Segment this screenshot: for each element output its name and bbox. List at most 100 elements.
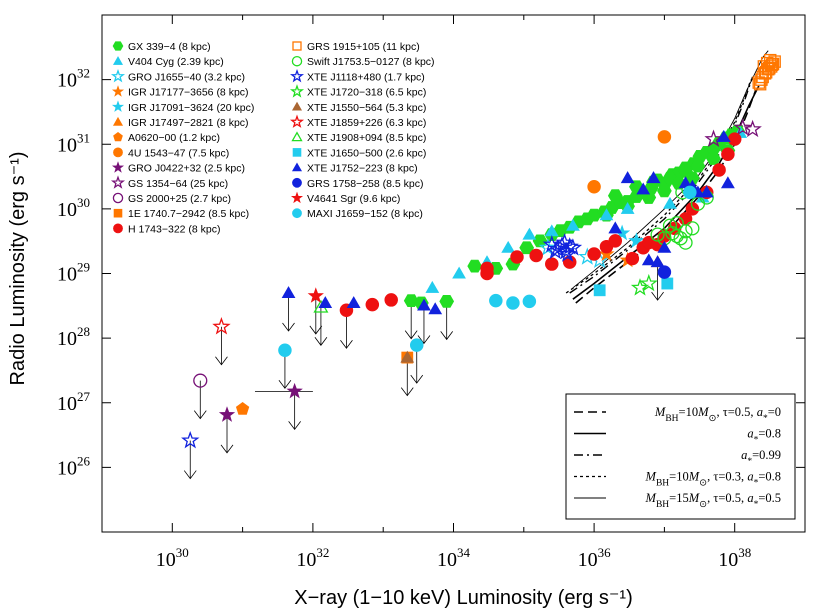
legend-marker [110, 68, 126, 83]
data-point [278, 343, 292, 357]
data-point [510, 250, 524, 264]
legend-marker [111, 85, 125, 97]
data-point [212, 317, 231, 335]
data-point [428, 302, 443, 315]
series-group [278, 185, 697, 357]
legend-label: H 1743−322 (8 kpc) [128, 223, 221, 235]
data-point [522, 227, 537, 240]
x-axis-title: X−ray (1−10 keV) Luminosity (erg s⁻¹) [294, 587, 632, 609]
legend-label: XTE J1908+094 (8.5 kpc) [307, 132, 426, 144]
y-tick-label: 1032 [57, 66, 90, 92]
series-group [400, 350, 415, 363]
data-point [608, 221, 623, 234]
series-group [181, 233, 583, 449]
axis-ticks: 1030 1032 1034 1036 1038 1026 1027 1028 1029 1030… [57, 14, 806, 571]
data-point [716, 130, 731, 142]
data-point [755, 73, 768, 86]
upper-limit-arrowhead [220, 444, 234, 454]
series-group [339, 132, 742, 317]
data-point [235, 402, 250, 415]
series-group [704, 118, 762, 147]
x-tick-label: 1030 [156, 545, 189, 571]
data-point [608, 234, 623, 248]
legend-marker [289, 114, 305, 128]
series-group [587, 130, 672, 194]
data-point [281, 286, 296, 299]
data-point [663, 196, 677, 209]
legend-marker [113, 223, 123, 234]
legend-marker [113, 208, 123, 218]
data-point [753, 77, 767, 91]
data-point [181, 430, 200, 449]
x-tick-label: 1036 [578, 545, 612, 571]
x-tick-label: 1032 [296, 545, 329, 571]
data-point [501, 240, 516, 253]
legend-marker [111, 161, 125, 173]
data-point [639, 273, 658, 292]
legend-marker [292, 148, 302, 157]
series-group [630, 273, 658, 296]
data-point [636, 182, 651, 195]
data-point [657, 184, 672, 198]
data-point [646, 171, 661, 184]
model-legend-label: a*=0.99 [741, 448, 781, 467]
data-point [685, 221, 700, 236]
data-point [417, 298, 431, 311]
legend-label: XTE J1650−500 (2.6 kpc) [307, 147, 426, 159]
data-point [365, 297, 380, 312]
data-point [763, 53, 777, 67]
legend-label: Swift J1753.5−0127 (8 kpc) [307, 56, 435, 68]
data-point [766, 57, 780, 71]
legend-marker [112, 41, 124, 51]
legend-marker [112, 192, 124, 204]
data-point [384, 293, 398, 307]
upper-limit-arrowhead [651, 291, 664, 301]
data-point [662, 218, 678, 233]
upper-limit-arrowhead [417, 335, 431, 345]
legend-marker [111, 100, 125, 112]
data-point [587, 180, 601, 194]
upper-limit-arrowhead [440, 331, 454, 341]
series-group [235, 402, 250, 415]
legend-marker [292, 208, 302, 219]
legend-label: IGR J17497−2821 (8 kpc) [128, 117, 249, 129]
data-point [410, 338, 424, 352]
data-point [657, 265, 672, 279]
data-point [193, 373, 208, 388]
data-point [566, 218, 580, 231]
legend-label: V4641 Sgr (9.6 kpc) [307, 193, 400, 205]
legend-label: XTE J1118+480 (1.7 kpc) [307, 71, 425, 83]
data-point [346, 296, 361, 309]
model-legend-label: MBH=10M⊙, τ=0.5, a*=0 [654, 405, 781, 424]
data-point [506, 296, 520, 310]
upper-limit-arrowhead [288, 421, 301, 431]
upper-limit-arrowhead [404, 330, 418, 340]
upper-limit-arrowhead [215, 356, 228, 366]
series-group [752, 53, 781, 91]
model-legend: MBH=10M⊙, τ=0.5, a*=0 a*=0.8 a*=0.99 MBH=10… [565, 393, 796, 520]
data-point [661, 277, 674, 290]
legend-label: GX 339−4 (8 kpc) [128, 41, 211, 53]
data-point [599, 208, 614, 221]
data-point [704, 129, 723, 147]
legend-label: GRS 1758−258 (8.5 kpc) [307, 178, 423, 190]
legend-marker [289, 84, 305, 98]
legend-marker [112, 116, 124, 126]
upper-limit-arrowhead [183, 470, 197, 480]
data-point [607, 189, 623, 202]
data-point [757, 60, 771, 73]
data-point [489, 293, 503, 308]
upper-limit-arrowhead [340, 340, 353, 349]
legend-label: GRO J1655−40 (3.2 kpc) [128, 71, 245, 83]
data-point [764, 60, 778, 73]
legend-label: XTE J1859+226 (6.3 kpc) [307, 117, 426, 129]
data-point [625, 251, 640, 266]
y-tick-label: 1031 [57, 130, 90, 156]
data-point [522, 294, 537, 309]
series-group [307, 287, 324, 303]
data-point [650, 227, 665, 242]
data-point [545, 257, 559, 271]
legend-marker [289, 68, 305, 83]
series-group [193, 373, 208, 388]
